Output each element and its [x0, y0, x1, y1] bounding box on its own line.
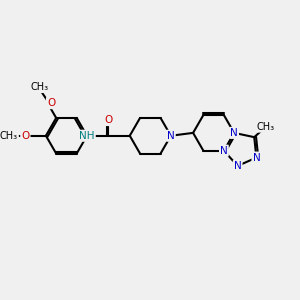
- Text: O: O: [104, 115, 112, 125]
- Text: N: N: [167, 131, 175, 141]
- Text: CH₃: CH₃: [31, 82, 49, 92]
- Text: NH: NH: [79, 131, 95, 141]
- Text: N: N: [220, 146, 228, 156]
- Text: CH₃: CH₃: [0, 131, 18, 141]
- Text: N: N: [234, 161, 242, 171]
- Text: O: O: [47, 98, 55, 108]
- Text: CH₃: CH₃: [257, 122, 275, 132]
- Text: N: N: [253, 153, 260, 163]
- Text: N: N: [230, 128, 238, 138]
- Text: O: O: [21, 131, 29, 141]
